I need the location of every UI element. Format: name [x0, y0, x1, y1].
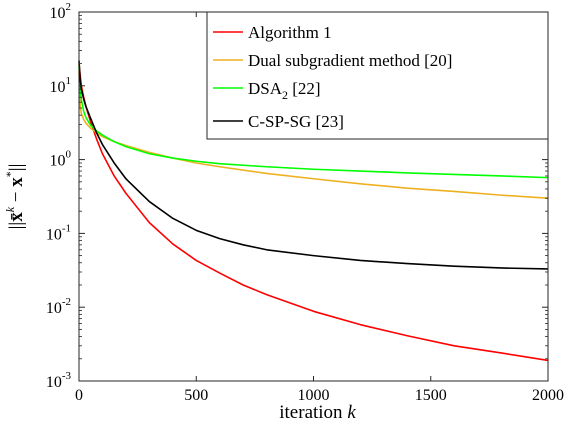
x-tick-label: 1000: [298, 387, 330, 404]
y-tick-label: 101: [50, 75, 72, 96]
y-tick-label: 10-3: [46, 370, 72, 391]
x-axis-label: iteration k: [279, 402, 356, 423]
x-tick-label: 500: [184, 387, 208, 404]
series-line-4: [78, 60, 549, 270]
series-line-3: [78, 65, 549, 179]
legend-entry-3: DSA2 [22]: [248, 79, 321, 102]
legend-entry-1: Algorithm 1: [248, 23, 332, 42]
y-axis-label: ||x̄k − x*||: [3, 164, 27, 230]
x-tick-label: 0: [75, 387, 83, 404]
x-tick-label: 1500: [415, 387, 447, 404]
y-tick-label: 102: [50, 1, 72, 22]
legend-entry-2: Dual subgradient method [20]: [248, 51, 452, 70]
y-tick-label: 100: [50, 149, 72, 170]
legend-entry-4: C-SP-SG [23]: [248, 112, 344, 131]
legend: Algorithm 1 Dual subgradient method [20] D…: [206, 11, 549, 140]
y-tick-label: 10-1: [46, 222, 71, 243]
y-tick-label: 10-2: [46, 296, 71, 317]
series-line-2: [78, 70, 549, 199]
x-tick-label: 2000: [532, 387, 564, 404]
series-layer: [78, 60, 549, 362]
legend-box: [206, 11, 549, 140]
